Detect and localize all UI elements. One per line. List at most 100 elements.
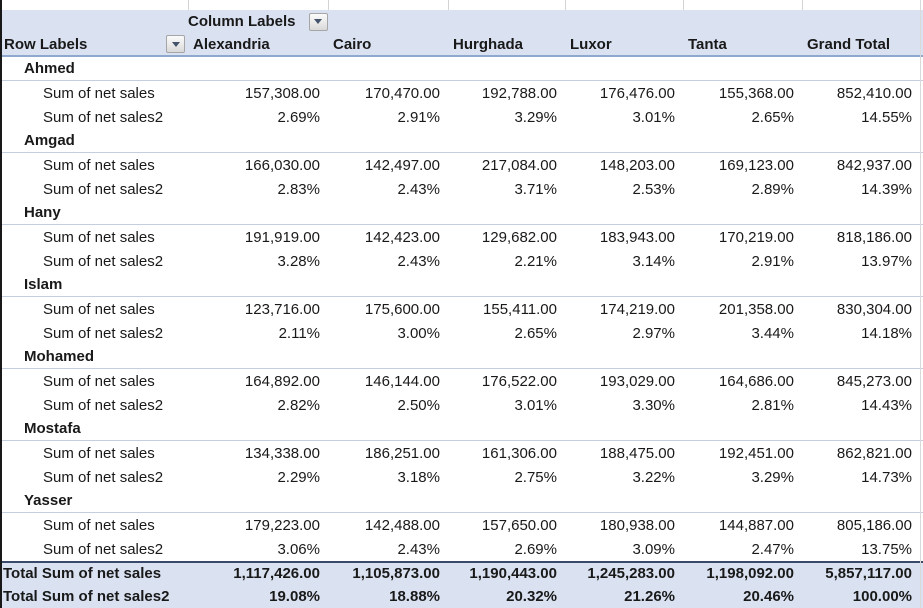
row-label-cell[interactable]: Sum of net sales2: [43, 180, 164, 198]
value-cell[interactable]: 3.29%: [751, 468, 794, 486]
value-cell[interactable]: 2.82%: [277, 396, 320, 414]
group-name-cell[interactable]: Mohamed: [24, 348, 95, 365]
value-cell[interactable]: 2.11%: [278, 324, 320, 342]
value-cell[interactable]: 191,919.00: [244, 228, 320, 246]
value-cell[interactable]: 20.32%: [506, 587, 557, 605]
row-label-cell[interactable]: Sum of net sales2: [43, 540, 164, 558]
group-name-cell[interactable]: Islam: [24, 276, 63, 293]
value-cell[interactable]: 174,219.00: [599, 300, 675, 318]
row-label-cell[interactable]: Sum of net sales2: [43, 108, 164, 126]
value-cell[interactable]: 155,368.00: [718, 84, 794, 102]
group-name-cell[interactable]: Mostafa: [24, 420, 81, 437]
column-header-alexandria[interactable]: Alexandria: [193, 35, 270, 53]
value-cell[interactable]: 2.50%: [397, 396, 440, 414]
row-label-cell[interactable]: Sum of net sales: [43, 156, 155, 174]
column-header-hurghada[interactable]: Hurghada: [453, 35, 524, 53]
value-cell[interactable]: 3.01%: [632, 108, 675, 126]
value-cell[interactable]: 148,203.00: [599, 156, 675, 174]
row-label-cell[interactable]: Total Sum of net sales: [3, 565, 162, 582]
value-cell[interactable]: 201,358.00: [718, 300, 794, 318]
value-cell[interactable]: 3.28%: [277, 252, 320, 270]
value-cell[interactable]: 123,716.00: [244, 300, 320, 318]
group-name-cell[interactable]: Hany: [24, 204, 61, 221]
row-labels-filter-button[interactable]: [166, 35, 185, 53]
value-cell[interactable]: 845,273.00: [836, 372, 912, 390]
value-cell[interactable]: 2.43%: [397, 540, 440, 558]
value-cell[interactable]: 193,029.00: [599, 372, 675, 390]
row-label-cell[interactable]: Sum of net sales: [43, 228, 155, 246]
value-cell[interactable]: 179,223.00: [244, 516, 320, 534]
value-cell[interactable]: 852,410.00: [836, 84, 912, 102]
value-cell[interactable]: 14.55%: [861, 108, 912, 126]
value-cell[interactable]: 842,937.00: [836, 156, 912, 174]
value-cell[interactable]: 14.18%: [861, 324, 912, 342]
value-cell[interactable]: 2.81%: [751, 396, 794, 414]
value-cell[interactable]: 2.21%: [514, 252, 557, 270]
value-cell[interactable]: 2.47%: [751, 540, 794, 558]
value-cell[interactable]: 862,821.00: [836, 444, 912, 462]
row-label-cell[interactable]: Sum of net sales2: [43, 252, 164, 270]
group-name-cell[interactable]: Amgad: [24, 132, 75, 149]
value-cell[interactable]: 2.65%: [751, 108, 794, 126]
row-label-cell[interactable]: Sum of net sales: [43, 444, 155, 462]
value-cell[interactable]: 14.43%: [861, 396, 912, 414]
column-labels-filter-button[interactable]: [308, 12, 328, 31]
value-cell[interactable]: 3.71%: [514, 180, 557, 198]
value-cell[interactable]: 2.69%: [277, 108, 320, 126]
value-cell[interactable]: 166,030.00: [244, 156, 320, 174]
value-cell[interactable]: 176,522.00: [481, 372, 557, 390]
value-cell[interactable]: 142,423.00: [364, 228, 440, 246]
value-cell[interactable]: 3.22%: [632, 468, 675, 486]
column-header-cairo[interactable]: Cairo: [333, 35, 372, 53]
value-cell[interactable]: 20.46%: [743, 587, 794, 605]
value-cell[interactable]: 180,938.00: [599, 516, 675, 534]
value-cell[interactable]: 2.89%: [751, 180, 794, 198]
value-cell[interactable]: 144,887.00: [718, 516, 794, 534]
value-cell[interactable]: 186,251.00: [364, 444, 440, 462]
value-cell[interactable]: 170,470.00: [364, 84, 440, 102]
row-label-cell[interactable]: Total Sum of net sales2: [3, 587, 170, 605]
value-cell[interactable]: 14.73%: [861, 468, 912, 486]
value-cell[interactable]: 1,198,092.00: [706, 565, 794, 582]
value-cell[interactable]: 164,686.00: [718, 372, 794, 390]
value-cell[interactable]: 3.30%: [632, 396, 675, 414]
value-cell[interactable]: 1,105,873.00: [352, 565, 440, 582]
value-cell[interactable]: 2.43%: [397, 180, 440, 198]
value-cell[interactable]: 175,600.00: [364, 300, 440, 318]
value-cell[interactable]: 157,308.00: [244, 84, 320, 102]
value-cell[interactable]: 142,497.00: [364, 156, 440, 174]
column-header-luxor[interactable]: Luxor: [570, 35, 612, 53]
value-cell[interactable]: 100.00%: [852, 587, 912, 605]
value-cell[interactable]: 3.09%: [632, 540, 675, 558]
row-label-cell[interactable]: Sum of net sales: [43, 372, 155, 390]
value-cell[interactable]: 5,857,117.00: [825, 565, 912, 582]
value-cell[interactable]: 1,190,443.00: [469, 565, 557, 582]
value-cell[interactable]: 3.00%: [397, 324, 440, 342]
column-header-grand-total[interactable]: Grand Total: [807, 35, 891, 53]
value-cell[interactable]: 3.44%: [751, 324, 794, 342]
value-cell[interactable]: 818,186.00: [836, 228, 912, 246]
value-cell[interactable]: 3.29%: [514, 108, 557, 126]
value-cell[interactable]: 129,682.00: [481, 228, 557, 246]
value-cell[interactable]: 2.65%: [514, 324, 557, 342]
value-cell[interactable]: 188,475.00: [599, 444, 675, 462]
value-cell[interactable]: 155,411.00: [483, 300, 557, 318]
row-label-cell[interactable]: Sum of net sales: [43, 300, 155, 318]
row-label-cell[interactable]: Sum of net sales: [43, 516, 155, 534]
group-name-cell[interactable]: Yasser: [24, 492, 73, 509]
value-cell[interactable]: 134,338.00: [244, 444, 320, 462]
value-cell[interactable]: 192,451.00: [718, 444, 794, 462]
value-cell[interactable]: 161,306.00: [481, 444, 557, 462]
value-cell[interactable]: 2.43%: [397, 252, 440, 270]
value-cell[interactable]: 2.91%: [397, 108, 440, 126]
value-cell[interactable]: 183,943.00: [599, 228, 675, 246]
group-name-cell[interactable]: Ahmed: [24, 60, 75, 77]
value-cell[interactable]: 2.53%: [632, 180, 675, 198]
value-cell[interactable]: 169,123.00: [718, 156, 794, 174]
value-cell[interactable]: 2.75%: [514, 468, 557, 486]
value-cell[interactable]: 3.01%: [514, 396, 557, 414]
column-header-tanta[interactable]: Tanta: [688, 35, 727, 53]
row-label-cell[interactable]: Sum of net sales2: [43, 396, 164, 414]
row-labels-cell[interactable]: Row Labels: [0, 35, 188, 53]
value-cell[interactable]: 217,084.00: [481, 156, 557, 174]
